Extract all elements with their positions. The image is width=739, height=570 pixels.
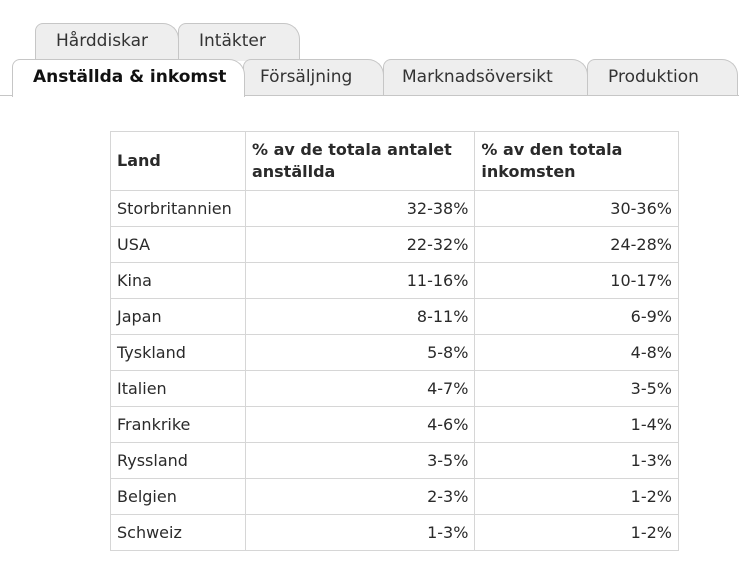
tab-divider	[0, 95, 739, 96]
tab-harddiskar[interactable]: Hårddiskar	[35, 23, 179, 61]
table-row: Japan 8-11% 6-9%	[110, 298, 679, 335]
country-cell: Tyskland	[110, 334, 246, 371]
country-cell: Kina	[110, 262, 246, 299]
tab-produktion[interactable]: Produktion	[587, 59, 738, 95]
country-cell: Belgien	[110, 478, 246, 515]
employees-share-cell: 8-11%	[244, 298, 476, 335]
income-share-cell: 24-28%	[474, 226, 679, 263]
employees-share-cell: 22-32%	[244, 226, 476, 263]
employees-share-cell: 1-3%	[244, 514, 476, 551]
tab-anstallda-inkomst[interactable]: Anställda & inkomst	[12, 59, 245, 97]
income-share-cell: 1-2%	[474, 514, 679, 551]
income-share-cell: 30-36%	[474, 190, 679, 227]
table-header-row: Land % av de totala antalet anställda % …	[110, 131, 679, 191]
table-row: Storbritannien 32-38% 30-36%	[110, 190, 679, 227]
employees-share-cell: 32-38%	[244, 190, 476, 227]
employees-share-cell: 4-6%	[244, 406, 476, 443]
employees-share-cell: 11-16%	[244, 262, 476, 299]
table-row: Tyskland 5-8% 4-8%	[110, 334, 679, 371]
table-row: Italien 4-7% 3-5%	[110, 370, 679, 407]
income-share-cell: 1-3%	[474, 442, 679, 479]
employees-share-cell: 3-5%	[244, 442, 476, 479]
country-cell: Italien	[110, 370, 246, 407]
income-share-cell: 1-2%	[474, 478, 679, 515]
table-row: USA 22-32% 24-28%	[110, 226, 679, 263]
employees-share-cell: 2-3%	[244, 478, 476, 515]
column-header-employees: % av de totala antalet anställda	[244, 131, 476, 191]
country-cell: Ryssland	[110, 442, 246, 479]
table-row: Frankrike 4-6% 1-4%	[110, 406, 679, 443]
income-share-cell: 3-5%	[474, 370, 679, 407]
employees-share-cell: 5-8%	[244, 334, 476, 371]
table-row: Belgien 2-3% 1-2%	[110, 478, 679, 515]
table-row: Schweiz 1-3% 1-2%	[110, 514, 679, 551]
country-cell: USA	[110, 226, 246, 263]
table-row: Kina 11-16% 10-17%	[110, 262, 679, 299]
income-share-cell: 6-9%	[474, 298, 679, 335]
tab-forsaljning[interactable]: Försäljning	[243, 59, 384, 95]
income-share-cell: 1-4%	[474, 406, 679, 443]
tab-intakter[interactable]: Intäkter	[178, 23, 300, 61]
country-cell: Japan	[110, 298, 246, 335]
income-share-cell: 10-17%	[474, 262, 679, 299]
income-share-cell: 4-8%	[474, 334, 679, 371]
country-cell: Frankrike	[110, 406, 246, 443]
tab-marknadsoversikt[interactable]: Marknadsöversikt	[383, 59, 588, 95]
country-cell: Schweiz	[110, 514, 246, 551]
column-header-income: % av den totala inkomsten	[474, 131, 679, 191]
column-header-land: Land	[110, 131, 246, 191]
table-row: Ryssland 3-5% 1-3%	[110, 442, 679, 479]
employees-income-table: Land % av de totala antalet anställda % …	[110, 131, 679, 551]
employees-share-cell: 4-7%	[244, 370, 476, 407]
country-cell: Storbritannien	[110, 190, 246, 227]
